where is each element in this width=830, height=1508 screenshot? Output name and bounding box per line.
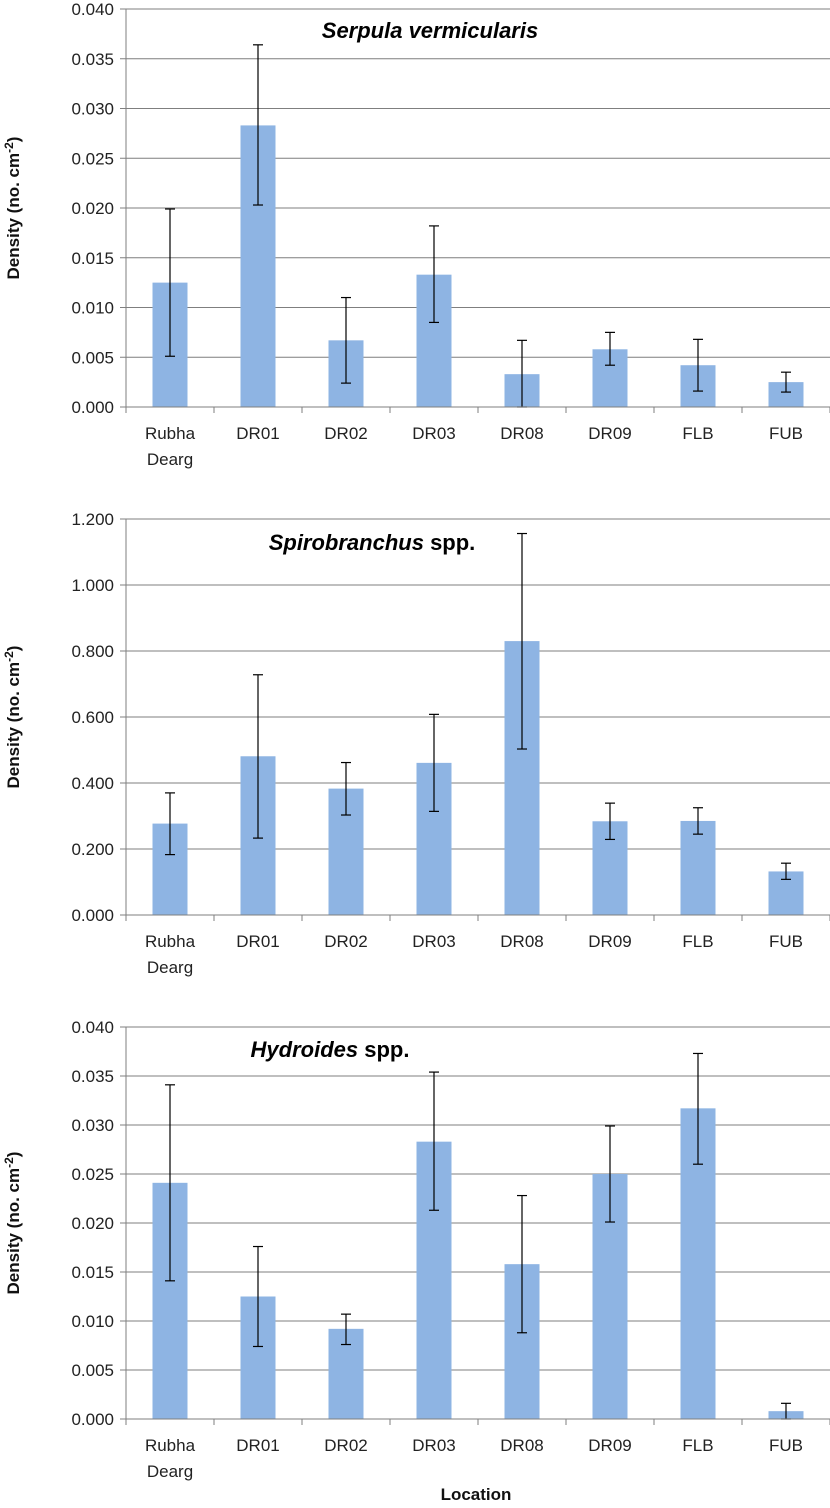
y-axis-label: Density (no. cm-2)	[2, 1152, 23, 1295]
x-tick-label: DR09	[588, 1436, 631, 1455]
y-axis-label-sup: -2	[2, 142, 16, 153]
x-tick-label: DR02	[324, 932, 367, 951]
y-axis-label-text: Density (no. cm	[4, 662, 23, 789]
x-tick-label: Dearg	[147, 1462, 193, 1481]
x-tick-label: DR09	[588, 424, 631, 443]
x-tick-label: DR03	[412, 424, 455, 443]
y-tick-label: 1.200	[71, 510, 114, 529]
chart-title-italic: Serpula vermicularis	[322, 18, 538, 43]
y-tick-label: 0.015	[71, 1263, 114, 1282]
y-tick-label: 1.000	[71, 576, 114, 595]
y-tick-label: 0.000	[71, 906, 114, 925]
y-axis-label: Density (no. cm-2)	[2, 137, 23, 280]
y-tick-label: 0.600	[71, 708, 114, 727]
y-tick-label: 0.015	[71, 249, 114, 268]
y-tick-label: 0.040	[71, 0, 114, 19]
y-tick-label: 0.005	[71, 348, 114, 367]
chart-title-rest: spp.	[358, 1037, 409, 1062]
chart-title-italic: Spirobranchus	[269, 530, 424, 555]
y-tick-label: 0.020	[71, 199, 114, 218]
x-tick-label: FUB	[769, 424, 803, 443]
y-axis-label-text: Density (no. cm	[4, 1168, 23, 1295]
x-tick-label: FUB	[769, 932, 803, 951]
y-tick-label: 0.040	[71, 1018, 114, 1037]
y-tick-label: 0.200	[71, 840, 114, 859]
y-tick-label: 0.000	[71, 1410, 114, 1429]
y-axis-label-sup: -2	[2, 1157, 16, 1168]
y-tick-label: 0.000	[71, 398, 114, 417]
chart-title: Hydroides spp.	[251, 1037, 410, 1062]
x-tick-label: FLB	[682, 424, 713, 443]
chart-panel-1: 0.000 0.005 0.010 0.015 0.020 0.025 0.030 0.035…	[2, 0, 830, 469]
x-tick-label: DR09	[588, 932, 631, 951]
x-tick-label: Rubha	[145, 1436, 196, 1455]
x-tick-label: DR03	[412, 1436, 455, 1455]
chart-title: Serpula vermicularis	[322, 18, 538, 43]
y-tick-label: 0.035	[71, 1067, 114, 1086]
x-tick-label: DR01	[236, 932, 279, 951]
y-tick-label: 0.010	[71, 299, 114, 318]
x-tick-label: DR08	[500, 424, 543, 443]
bar	[680, 820, 716, 915]
x-tick-label: FLB	[682, 932, 713, 951]
y-tick-label: 0.005	[71, 1361, 114, 1380]
y-tick-label: 0.025	[71, 1165, 114, 1184]
y-tick-label: 0.025	[71, 149, 114, 168]
y-tick-label: 0.035	[71, 50, 114, 69]
x-tick-label: Dearg	[147, 958, 193, 977]
x-axis-label: Location	[441, 1485, 512, 1503]
y-tick-label: 0.020	[71, 1214, 114, 1233]
x-tick-label: Dearg	[147, 450, 193, 469]
x-tick-label: FLB	[682, 1436, 713, 1455]
x-tick-label: DR01	[236, 424, 279, 443]
chart-panel-2: 0.000 0.200 0.400 0.600 0.800 1.000 1.200 Rubha…	[2, 510, 830, 977]
chart-panel-3: 0.000 0.005 0.010 0.015 0.020 0.025 0.030 0.035…	[2, 1018, 830, 1504]
chart-title-rest: spp.	[424, 530, 475, 555]
y-tick-label: 0.400	[71, 774, 114, 793]
y-axis-label-end: )	[4, 137, 23, 143]
y-tick-label: 0.010	[71, 1312, 114, 1331]
x-tick-label: Rubha	[145, 932, 196, 951]
y-tick-label: 0.030	[71, 100, 114, 119]
x-tick-label: DR02	[324, 1436, 367, 1455]
y-axis-label-end: )	[4, 646, 23, 652]
y-tick-label: 0.800	[71, 642, 114, 661]
y-axis-label-text: Density (no. cm	[4, 153, 23, 280]
y-tick-label: 0.030	[71, 1116, 114, 1135]
x-tick-label: DR02	[324, 424, 367, 443]
x-tick-label: FUB	[769, 1436, 803, 1455]
x-tick-label: DR01	[236, 1436, 279, 1455]
x-tick-label: Rubha	[145, 424, 196, 443]
y-axis-label-end: )	[4, 1152, 23, 1158]
x-tick-label: DR08	[500, 932, 543, 951]
y-axis-label: Density (no. cm-2)	[2, 646, 23, 789]
x-tick-label: DR08	[500, 1436, 543, 1455]
chart-title-italic: Hydroides	[251, 1037, 359, 1062]
y-axis-label-sup: -2	[2, 651, 16, 662]
x-tick-label: DR03	[412, 932, 455, 951]
chart-title: Spirobranchus spp.	[269, 530, 476, 555]
